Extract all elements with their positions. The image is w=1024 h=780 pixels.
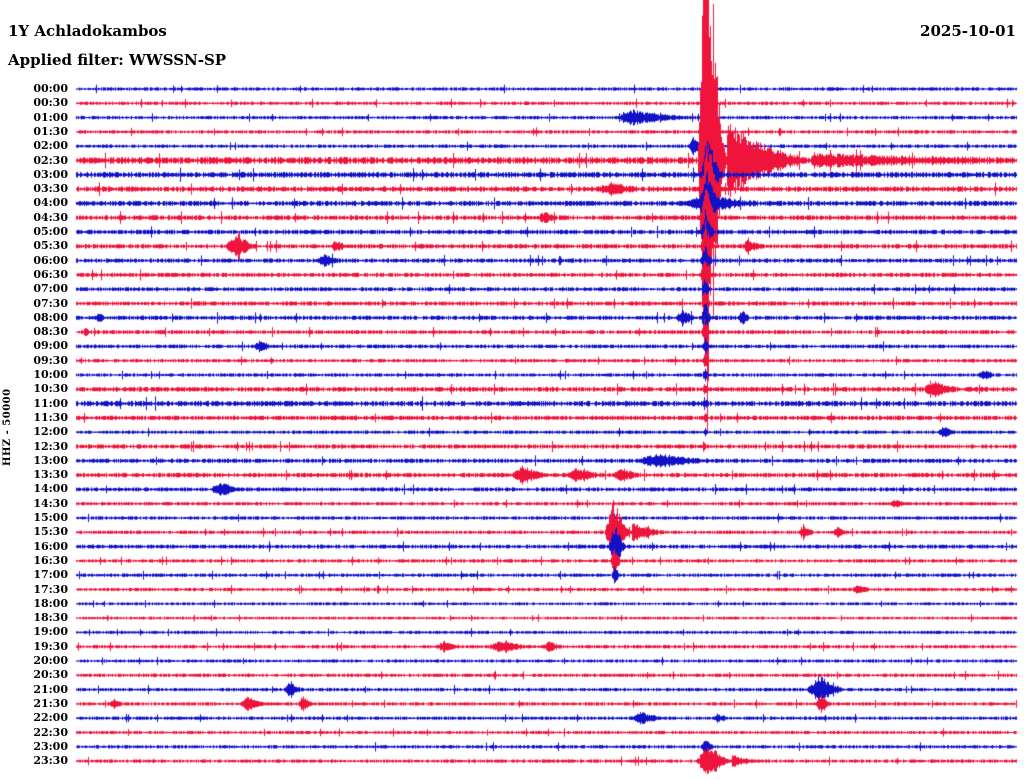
time-label: 01:00 (33, 110, 68, 124)
time-label: 05:30 (33, 239, 68, 253)
time-label: 09:30 (33, 353, 68, 367)
time-label: 15:00 (33, 511, 68, 524)
time-label: 17:00 (33, 568, 68, 582)
time-label: 10:00 (33, 368, 68, 381)
time-label: 07:30 (33, 296, 68, 310)
time-label: 02:30 (33, 153, 68, 167)
time-label: 04:30 (33, 210, 68, 224)
time-label: 13:30 (33, 468, 68, 482)
time-label: 17:30 (33, 582, 68, 596)
time-label: 00:30 (33, 96, 68, 110)
time-label: 22:00 (33, 711, 68, 725)
time-label: 18:30 (33, 611, 68, 625)
time-label: 21:30 (33, 696, 68, 710)
time-label: 08:00 (33, 310, 68, 324)
time-label: 11:00 (33, 396, 68, 410)
time-label: 22:30 (33, 725, 68, 739)
time-label: 02:00 (33, 139, 68, 153)
time-label: 19:00 (33, 625, 68, 639)
time-label: 00:00 (33, 82, 68, 95)
time-label: 23:00 (33, 739, 68, 753)
time-label: 20:30 (33, 668, 68, 682)
time-label: 11:30 (33, 410, 68, 424)
time-label: 10:30 (33, 382, 68, 396)
time-label: 14:30 (33, 496, 68, 510)
time-label: 23:30 (33, 754, 68, 768)
time-label: 18:00 (33, 596, 68, 610)
time-label: 07:00 (33, 282, 68, 296)
time-label: 13:00 (33, 453, 68, 467)
time-label: 16:30 (33, 553, 68, 567)
time-label: 19:30 (33, 639, 68, 653)
filter-label: Applied filter: WWSSN-SP (8, 51, 227, 69)
time-label: 16:00 (33, 539, 68, 553)
time-label: 03:30 (33, 182, 68, 196)
time-label: 12:30 (33, 439, 68, 453)
time-axis: 00:00 00:30 01:00 01:30 02:00 02:30 03:00 03:30… (0, 0, 70, 780)
time-label: 12:00 (33, 425, 68, 439)
time-label: 20:00 (33, 654, 68, 667)
time-label: 06:30 (33, 267, 68, 281)
date-label: 2025-10-01 (920, 22, 1016, 40)
time-label: 04:00 (33, 196, 68, 210)
time-label: 08:30 (33, 325, 68, 339)
time-label: 15:30 (33, 525, 68, 539)
time-label: 03:00 (33, 167, 68, 181)
station-title: 1Y Achladokambos (8, 22, 167, 40)
time-label: 01:30 (33, 124, 68, 138)
time-label: 06:00 (33, 253, 68, 267)
time-label: 21:00 (33, 682, 68, 696)
time-label: 05:00 (33, 225, 68, 238)
time-label: 14:00 (33, 482, 68, 496)
time-label: 09:00 (33, 339, 68, 353)
